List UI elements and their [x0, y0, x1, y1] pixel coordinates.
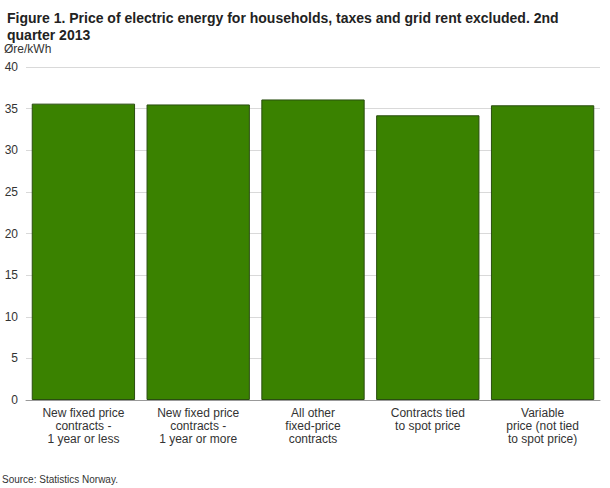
svg-text:35: 35 — [5, 102, 19, 116]
svg-text:20: 20 — [5, 227, 19, 241]
svg-text:to spot price: to spot price — [395, 419, 461, 433]
svg-text:contracts -: contracts - — [55, 419, 111, 433]
svg-text:1 year or less: 1 year or less — [47, 432, 119, 446]
svg-text:1 year or more: 1 year or more — [159, 432, 237, 446]
svg-text:quarter 2013: quarter 2013 — [7, 27, 90, 43]
svg-text:5: 5 — [11, 351, 18, 365]
svg-text:New fixed price: New fixed price — [42, 406, 124, 420]
svg-text:contracts -: contracts - — [170, 419, 226, 433]
svg-text:25: 25 — [5, 185, 19, 199]
svg-text:Source: Statistics Norway.: Source: Statistics Norway. — [2, 474, 118, 485]
svg-text:All other: All other — [291, 406, 335, 420]
svg-text:fixed-price: fixed-price — [285, 419, 341, 433]
svg-text:Contracts tied: Contracts tied — [391, 406, 465, 420]
svg-text:to spot price): to spot price) — [508, 432, 577, 446]
svg-text:price (not tied: price (not tied — [506, 419, 579, 433]
svg-text:0: 0 — [11, 393, 18, 407]
svg-text:Figure 1. Price of electric en: Figure 1. Price of electric energy for h… — [7, 10, 562, 26]
svg-text:15: 15 — [5, 268, 19, 282]
svg-text:contracts: contracts — [289, 432, 338, 446]
svg-text:Øre/kWh: Øre/kWh — [4, 42, 51, 56]
svg-text:10: 10 — [5, 310, 19, 324]
svg-text:40: 40 — [5, 60, 19, 74]
svg-text:New fixed price: New fixed price — [157, 406, 239, 420]
svg-text:Variable: Variable — [521, 406, 564, 420]
svg-text:30: 30 — [5, 143, 19, 157]
